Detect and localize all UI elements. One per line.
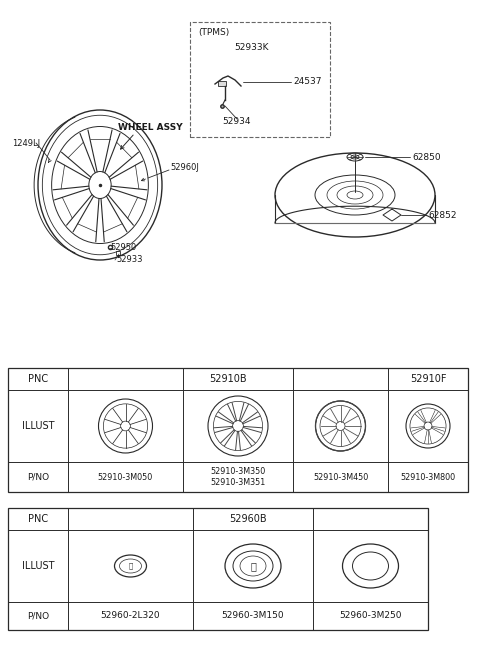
Text: 52960B: 52960B [229, 514, 267, 524]
Text: 52960J: 52960J [170, 164, 199, 172]
Text: PNC: PNC [28, 374, 48, 384]
Bar [190, 22, 330, 137]
Text: 52960-3M250: 52960-3M250 [339, 612, 402, 620]
Text: ILLUST: ILLUST [22, 421, 54, 431]
Text: 62852: 62852 [428, 210, 456, 219]
Text: P/NO: P/NO [27, 612, 49, 620]
Text: (TPMS): (TPMS) [198, 28, 229, 37]
Text: 52910-3M450: 52910-3M450 [313, 472, 368, 481]
Text: 52933: 52933 [116, 255, 143, 265]
Text: 52933K: 52933K [235, 43, 269, 52]
Bar [8, 508, 428, 630]
Text: 52950: 52950 [110, 244, 136, 252]
Text: 52934: 52934 [223, 117, 251, 126]
Text: 24537: 24537 [293, 77, 322, 86]
Text: WHEEL ASSY: WHEEL ASSY [118, 124, 182, 132]
Text: 52960-2L320: 52960-2L320 [101, 612, 160, 620]
Text: 52910F: 52910F [410, 374, 446, 384]
Text: PNC: PNC [28, 514, 48, 524]
Text: 52910-3M800: 52910-3M800 [400, 472, 456, 481]
Text: 62850: 62850 [412, 153, 441, 162]
Text: ILLUST: ILLUST [22, 561, 54, 571]
Bar [8, 368, 468, 492]
Bar [218, 81, 226, 86]
Text: 52960-3M150: 52960-3M150 [222, 612, 284, 620]
Text: ⓭: ⓭ [128, 563, 132, 569]
Text: 52910-3M050: 52910-3M050 [98, 472, 153, 481]
Text: P/NO: P/NO [27, 472, 49, 481]
Text: 1249LJ: 1249LJ [12, 138, 40, 147]
Text: 52910B: 52910B [209, 374, 247, 384]
Text: ⓭: ⓭ [250, 561, 256, 571]
Text: 52910-3M350
52910-3M351: 52910-3M350 52910-3M351 [210, 467, 265, 487]
